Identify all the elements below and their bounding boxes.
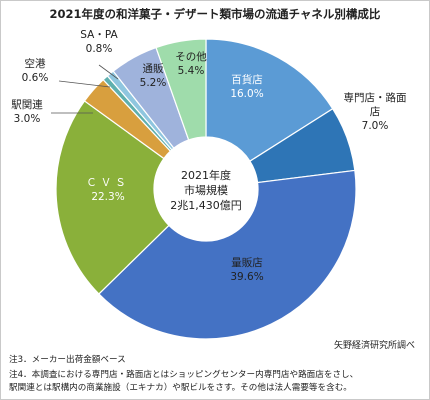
pie-chart: 百貨店 16.0% 専門店・路面店 7.0% 量販店 39.6% ＣＶＳ 22.3% 駅関連 3.… bbox=[11, 29, 407, 340]
pie-slice bbox=[98, 169, 357, 340]
slice-category-label: 店 bbox=[370, 105, 381, 118]
footnote-4-continued: 駅関連とは駅構内の商業施設（エキナカ）や駅ビルをさす。その他は法人需要等を含む。 bbox=[9, 383, 352, 393]
slice-category-label: 通販 bbox=[143, 63, 164, 75]
slice-category-label: 百貨店 bbox=[231, 73, 263, 86]
slice-category-label: 専門店・路面 bbox=[344, 91, 407, 104]
pie-slice bbox=[55, 100, 170, 295]
footnote-4: 注4．本調査における専門店・路面店とはショッピングセンター内専門店や路面店をさし… bbox=[9, 370, 359, 380]
slice-value-label: 5.4% bbox=[178, 65, 205, 77]
center-label: 2兆1,430億円 bbox=[170, 199, 242, 212]
slice-category-label: 量販店 bbox=[231, 256, 263, 269]
slice-value-label: 39.6% bbox=[230, 271, 263, 283]
slice-category-label: その他 bbox=[175, 50, 207, 63]
slice-value-label: 16.0% bbox=[230, 88, 263, 100]
center-label: 市場規模 bbox=[184, 183, 228, 197]
footnote-3: 注3．メーカー出荷金額ベース bbox=[9, 355, 126, 365]
slice-value-label: 7.0% bbox=[362, 120, 389, 132]
slice-category-label: 空港 bbox=[25, 57, 46, 70]
slice-value-label: 5.2% bbox=[140, 77, 167, 89]
slice-category-label: 駅関連 bbox=[11, 98, 43, 111]
source-note: 矢野経済研究所調べ bbox=[333, 341, 415, 351]
leader-line bbox=[58, 80, 111, 88]
slice-value-label: 3.0% bbox=[14, 113, 41, 125]
center-label: 2021年度 bbox=[181, 168, 231, 182]
pie-slice bbox=[155, 38, 207, 141]
slice-category-label: ＣＶＳ bbox=[86, 177, 130, 189]
pie-slice bbox=[205, 38, 334, 163]
slice-category-label: SA・PA bbox=[80, 29, 118, 41]
slice-value-label: 0.6% bbox=[22, 72, 49, 84]
leader-line bbox=[98, 64, 119, 80]
chart-title: 2021年度の和洋菓子・デザート類市場の流通チャネル別構成比 bbox=[49, 7, 381, 21]
slice-value-label: 22.3% bbox=[91, 191, 124, 203]
slice-value-label: 0.8% bbox=[86, 43, 113, 55]
